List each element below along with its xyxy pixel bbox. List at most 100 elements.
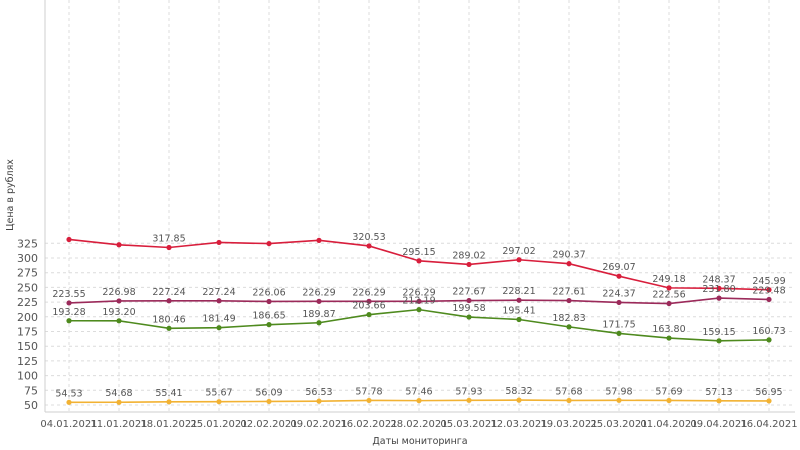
data-label-red: 248.37 <box>702 274 735 285</box>
data-label-green: 181.49 <box>202 314 235 325</box>
data-label-red: 269.07 <box>602 262 635 273</box>
x-tick-label: 11.01.2021 <box>90 419 147 430</box>
data-point-green <box>516 316 522 323</box>
x-tick-label: 01.04.2021 <box>640 419 697 430</box>
data-label-red: 295.15 <box>402 247 435 258</box>
data-label-purple: 226.29 <box>352 287 385 298</box>
data-label-red: 249.18 <box>652 274 685 285</box>
x-tick-label: 02.02.2021 <box>240 419 297 430</box>
data-label-yellow: 56.09 <box>255 387 282 398</box>
data-label-purple: 227.24 <box>152 287 185 298</box>
data-point-red <box>766 287 772 293</box>
data-point-yellow <box>316 398 322 404</box>
data-point-green <box>766 337 772 343</box>
data-label-yellow: 57.98 <box>605 386 632 397</box>
data-label-purple: 226.29 <box>402 287 435 298</box>
data-point-red <box>566 261 572 267</box>
data-point-green <box>116 318 122 324</box>
data-label-yellow: 55.41 <box>155 388 182 399</box>
data-label-green: 212.19 <box>402 296 435 307</box>
data-label-purple: 226.98 <box>102 287 135 298</box>
y-tick-label: 200 <box>17 311 38 324</box>
data-label-yellow: 56.53 <box>305 387 332 398</box>
data-label-green: 180.46 <box>152 314 185 325</box>
data-point-green <box>666 335 672 341</box>
data-point-green <box>266 322 272 328</box>
data-label-green: 159.15 <box>702 327 735 338</box>
y-tick-label: 125 <box>17 355 38 368</box>
y-tick-label: 75 <box>24 384 38 397</box>
data-point-yellow <box>266 398 272 405</box>
data-label-yellow: 57.69 <box>655 386 682 397</box>
data-point-red <box>616 273 622 279</box>
data-point-purple <box>66 300 72 306</box>
data-point-green <box>366 312 372 318</box>
data-label-red: 290.37 <box>552 250 585 261</box>
y-tick-label: 300 <box>17 252 38 265</box>
data-point-purple <box>166 298 172 304</box>
data-label-green: 171.75 <box>602 319 635 330</box>
data-label-green: 163.80 <box>652 324 685 335</box>
x-tick-label: 04.01.2021 <box>40 419 97 430</box>
data-labels: 317.85 320.53 295.15 289.02 297.02 290.37 269.… <box>52 232 785 399</box>
data-label-green: 186.65 <box>252 311 285 322</box>
data-label-yellow: 58.32 <box>505 386 532 397</box>
data-point-green <box>716 338 722 344</box>
data-label-green: 182.83 <box>552 313 585 324</box>
data-point-red <box>316 237 322 243</box>
x-tick-label: 25.01.2021 <box>190 419 247 430</box>
data-point-green <box>66 318 72 324</box>
data-point-red <box>716 285 722 291</box>
data-label-yellow: 54.68 <box>105 388 132 399</box>
data-point-yellow <box>416 398 422 404</box>
data-point-green <box>466 314 472 320</box>
data-point-purple <box>266 298 272 305</box>
data-point-purple <box>516 297 522 303</box>
x-tick-label: 28.02.2021 <box>390 419 447 430</box>
data-point-yellow <box>616 397 622 403</box>
series-group <box>66 236 772 405</box>
data-label-green: 195.41 <box>502 305 535 316</box>
data-point-purple <box>566 297 572 304</box>
y-tick-label: 175 <box>17 326 38 339</box>
data-label-purple: 223.55 <box>52 289 85 300</box>
data-label-green: 199.58 <box>452 303 485 314</box>
grid <box>44 0 795 413</box>
data-label-purple: 224.37 <box>602 288 635 299</box>
data-point-yellow <box>66 399 72 405</box>
y-tick-label: 100 <box>17 370 38 383</box>
x-tick-label: 18.01.2021 <box>140 419 197 430</box>
data-label-yellow: 57.68 <box>555 386 582 397</box>
data-point-yellow <box>516 397 522 403</box>
x-tick-label: 09.02.2021 <box>290 419 347 430</box>
y-tick-label: 150 <box>17 340 38 353</box>
data-point-red <box>666 285 672 291</box>
data-label-green: 203.66 <box>352 301 385 312</box>
data-label-purple: 229.48 <box>752 285 785 296</box>
data-point-purple <box>666 300 672 307</box>
data-point-red <box>366 243 372 249</box>
data-point-green <box>416 307 422 313</box>
x-tick-label: 16.02.2021 <box>340 419 397 430</box>
data-point-red <box>216 239 222 246</box>
data-point-green <box>566 324 572 330</box>
data-point-purple <box>466 297 472 304</box>
data-label-yellow: 56.95 <box>755 387 782 398</box>
x-tick-label: 25.03.2021 <box>590 419 647 430</box>
data-label-yellow: 57.93 <box>455 386 482 397</box>
data-label-purple: 226.06 <box>252 287 285 298</box>
x-tick-label: 12.03.2021 <box>490 419 547 430</box>
data-label-purple: 227.67 <box>452 287 485 298</box>
data-point-purple <box>316 298 322 304</box>
data-label-purple: 227.61 <box>552 287 585 298</box>
data-point-yellow <box>666 397 672 404</box>
x-axis-ticks: 04.01.202111.01.202118.01.202125.01.2021… <box>40 419 797 430</box>
data-label-red: 289.02 <box>452 250 485 261</box>
data-point-yellow <box>216 399 222 405</box>
data-point-red <box>66 236 72 243</box>
data-label-purple: 226.29 <box>302 287 335 298</box>
y-tick-label: 50 <box>24 399 38 412</box>
y-tick-label: 275 <box>17 267 38 280</box>
data-point-purple <box>366 298 372 304</box>
